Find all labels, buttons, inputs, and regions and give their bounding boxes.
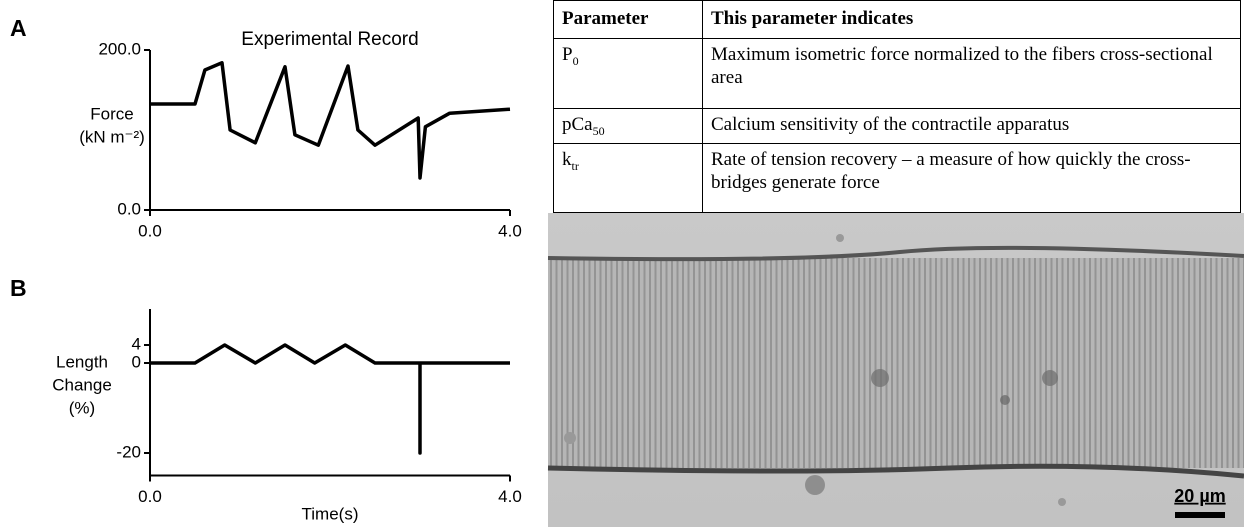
y-tick-label: 4 xyxy=(132,334,141,353)
panel-label: A xyxy=(10,15,27,41)
symbol: k xyxy=(562,149,572,170)
x-axis-label: Time(s) xyxy=(302,504,359,523)
y-axis-label: Change xyxy=(52,375,112,394)
subscript: tr xyxy=(572,159,579,173)
figure: {"chart_data": [ {"panel": "A", "type": … xyxy=(0,0,1244,527)
symbol-cell: P0 xyxy=(554,39,703,109)
table-row: P0 Maximum isometric force normalized to… xyxy=(554,39,1241,109)
y-axis-label: (%) xyxy=(69,398,95,417)
description-cell: Rate of tension recovery – a measure of … xyxy=(703,143,1241,212)
table-header: Parameter This parameter indicates xyxy=(554,1,1241,39)
x-tick-label: 0.0 xyxy=(138,221,162,240)
x-tick-label: 4.0 xyxy=(498,487,522,506)
x-tick-label: 0.0 xyxy=(138,487,162,506)
description-cell: Calcium sensitivity of the contractile a… xyxy=(703,109,1241,144)
table-row: pCa50 Calcium sensitivity of the contrac… xyxy=(554,109,1241,144)
data-line xyxy=(150,345,510,453)
y-axis-label: Force xyxy=(90,104,133,123)
data-line xyxy=(150,63,510,178)
symbol-cell: pCa50 xyxy=(554,109,703,144)
symbol: pCa xyxy=(562,114,593,135)
subscript: 0 xyxy=(573,54,579,68)
y-axis-label: Length xyxy=(56,352,108,371)
description-cell: Maximum isometric force normalized to th… xyxy=(703,39,1241,109)
subscript: 50 xyxy=(593,124,605,138)
chart-title: Experimental Record xyxy=(241,29,418,50)
x-tick-label: 4.0 xyxy=(498,221,522,240)
table-row: ktr Rate of tension recovery – a measure… xyxy=(554,143,1241,212)
symbol: P xyxy=(562,44,573,65)
y-axis-label: (kN m⁻²) xyxy=(79,127,145,146)
parameter-table: Parameter This parameter indicates P0 Ma… xyxy=(553,0,1241,213)
scale-bar-label: 20 µm xyxy=(1174,486,1225,506)
y-tick-label: -20 xyxy=(116,442,141,461)
symbol-cell: ktr xyxy=(554,143,703,212)
header-cell: This parameter indicates xyxy=(703,1,1241,39)
y-tick-label: 0 xyxy=(132,352,141,371)
panel-label: B xyxy=(10,275,27,301)
y-tick-label: 0.0 xyxy=(117,199,141,218)
y-tick-label: 200.0 xyxy=(98,39,141,58)
micrograph xyxy=(548,213,1244,527)
scale-bar xyxy=(1175,512,1225,518)
header-cell: Parameter xyxy=(554,1,703,39)
